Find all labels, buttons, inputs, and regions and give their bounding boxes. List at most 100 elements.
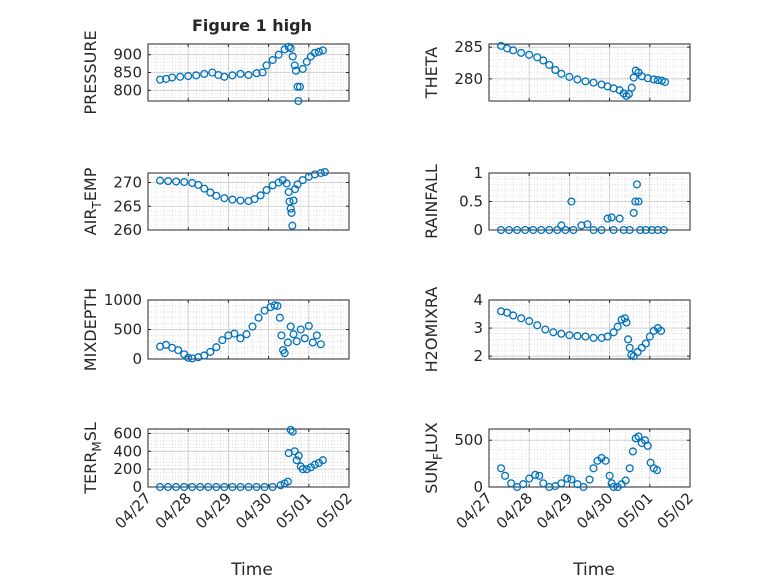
data-point (529, 225, 538, 235)
data-point (312, 331, 321, 340)
data-point (308, 338, 317, 347)
y-tick-label: 0 (473, 478, 483, 496)
data-point (220, 482, 229, 492)
data-point (252, 69, 261, 78)
data-point (609, 225, 618, 235)
subplot-2: 280 285 THETA (422, 38, 691, 102)
data-point (310, 460, 319, 469)
y-axis-label: MIXDEPTH (81, 288, 100, 371)
y-tick-label: 400 (113, 442, 142, 460)
data-point (287, 208, 296, 217)
axes-box (488, 299, 691, 360)
data-point (244, 482, 253, 492)
data-point (565, 72, 574, 81)
subplot-4: 0 0.5 1 RAINFALL (422, 164, 691, 239)
data-point (517, 314, 526, 323)
data-point (645, 332, 654, 341)
data-point (284, 187, 293, 197)
axes-box (147, 172, 350, 231)
data-point (172, 177, 181, 186)
data-point (619, 225, 628, 235)
y-tick-label: 200 (113, 460, 142, 478)
y-tick-label: 800 (113, 81, 142, 99)
data-point (289, 196, 298, 205)
data-point (624, 335, 633, 344)
data-point (180, 177, 189, 187)
y-axis-label: AIRTEMP (81, 167, 104, 235)
data-point (262, 61, 271, 70)
data-point (625, 225, 634, 235)
data-point (517, 48, 526, 57)
data-point (260, 306, 269, 315)
data-point (230, 329, 239, 338)
data-point (288, 221, 297, 230)
data-point (539, 56, 548, 65)
data-point (258, 68, 267, 77)
data-point (256, 191, 265, 200)
data-point (274, 178, 283, 187)
data-point (634, 432, 643, 441)
data-point (537, 225, 546, 235)
y-tick-label: 850 (113, 64, 142, 82)
data-point (652, 466, 662, 475)
data-point (156, 482, 165, 492)
data-point (629, 73, 638, 82)
data-point (557, 479, 566, 488)
data-point (168, 73, 177, 82)
y-tick-label: 1 (473, 164, 483, 182)
data-point (519, 480, 528, 489)
data-point (661, 77, 670, 87)
data-point (228, 482, 237, 492)
axes-box (488, 43, 691, 102)
data-point (633, 347, 642, 357)
data-point (274, 50, 283, 59)
data-point (545, 482, 554, 492)
data-point (649, 75, 658, 84)
data-point (641, 339, 650, 348)
data-point (196, 482, 205, 492)
data-point (236, 482, 245, 492)
y-tick-label: 0 (473, 221, 483, 239)
data-point (624, 89, 633, 99)
data-point (521, 225, 530, 235)
y-tick-label: 265 (113, 197, 142, 215)
data-point (212, 482, 221, 492)
data-point (289, 330, 298, 339)
data-point (220, 194, 229, 203)
data-point (533, 53, 542, 62)
data-point (295, 82, 305, 91)
y-tick-label: 0 (132, 478, 142, 496)
data-point (292, 337, 301, 346)
data-point (283, 338, 292, 347)
data-point (539, 479, 548, 488)
data-point (220, 72, 229, 81)
data-point (212, 191, 221, 200)
data-point (292, 456, 301, 465)
y-tick-label: 0.5 (459, 193, 483, 211)
data-point (304, 321, 313, 331)
data-point (298, 176, 307, 185)
data-point (609, 328, 618, 337)
data-point (507, 479, 516, 488)
data-point (643, 441, 652, 450)
data-point (236, 334, 245, 343)
y-axis-label: H2OMIXRA (422, 287, 441, 373)
data-point (204, 482, 213, 492)
data-point (282, 179, 291, 188)
data-point (603, 332, 612, 341)
data-point (290, 447, 299, 456)
data-point (627, 83, 636, 92)
data-point (248, 322, 257, 331)
y-tick-label: 3 (473, 319, 483, 337)
data-point (314, 458, 323, 467)
data-point (615, 214, 624, 223)
data-point (200, 351, 209, 360)
data-point (609, 482, 618, 492)
data-point (293, 180, 302, 189)
data-point (212, 343, 221, 352)
y-tick-label: 500 (454, 431, 483, 449)
y-tick-label: 600 (113, 424, 142, 442)
